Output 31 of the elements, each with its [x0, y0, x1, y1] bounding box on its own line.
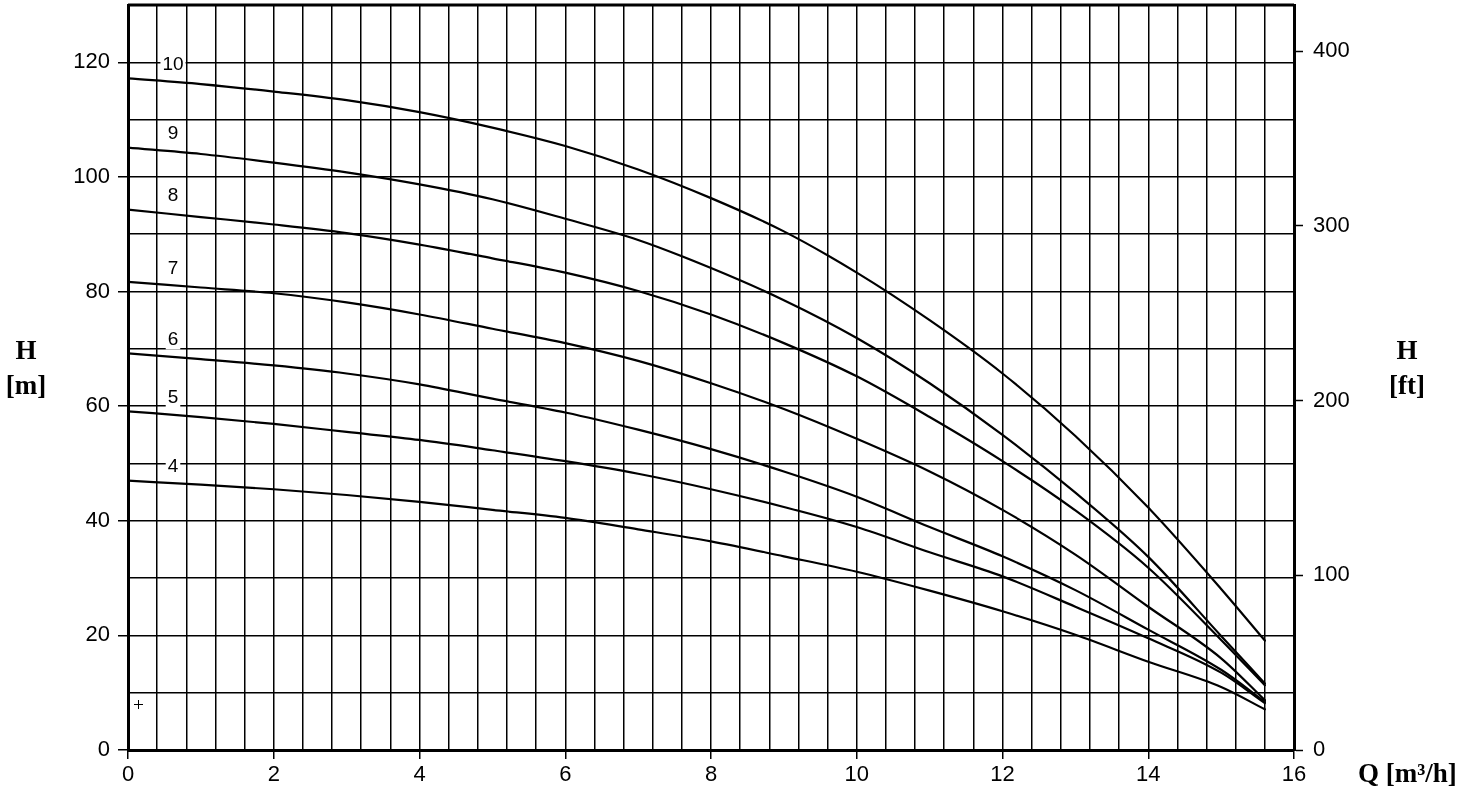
series-label: 6 — [167, 328, 179, 350]
x-tick-label: 6 — [559, 761, 572, 787]
y2-tick-label: 400 — [1313, 37, 1350, 63]
y2-tick-label: 200 — [1313, 386, 1350, 412]
x-tick-label: 0 — [121, 761, 135, 787]
y-tick-label: 0 — [97, 736, 110, 762]
x-tick-label: 12 — [990, 761, 1015, 787]
y-tick-label: 80 — [85, 277, 110, 303]
x-tick-label: 16 — [1281, 761, 1307, 787]
x-tick-label: 10 — [844, 761, 869, 787]
x-tick-label: 14 — [1136, 761, 1161, 787]
y2-tick-label: 0 — [1313, 736, 1326, 762]
y-tick-label: 20 — [85, 621, 110, 647]
y-tick-label: 120 — [73, 48, 110, 74]
y-tick-label: 60 — [85, 392, 110, 418]
y2-axis-title: H [ft] — [1388, 333, 1426, 402]
series-label: 9 — [167, 122, 179, 144]
x-tick-label: 2 — [267, 761, 280, 787]
x-tick-label: 4 — [413, 761, 426, 787]
series-label: 4 — [167, 455, 179, 477]
y-tick-label: 40 — [85, 506, 110, 532]
x-tick-label: 8 — [704, 761, 718, 787]
y2-tick-label: 300 — [1313, 212, 1350, 238]
y-axis-title: H [m] — [4, 333, 48, 402]
x-axis-title: Q [m³/h] — [1358, 757, 1457, 790]
series-label: 10 — [162, 53, 184, 75]
y2-tick-label: 100 — [1313, 561, 1350, 587]
series-label: 5 — [167, 386, 179, 408]
series-label: 8 — [167, 184, 179, 206]
series-label: 7 — [167, 256, 179, 278]
y-tick-label: 100 — [73, 162, 110, 188]
